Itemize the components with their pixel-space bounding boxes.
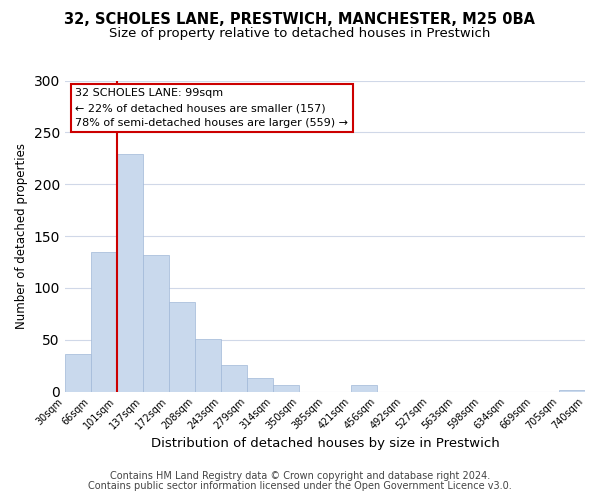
Bar <box>221 364 247 392</box>
Bar <box>91 252 117 392</box>
Bar <box>559 390 585 392</box>
Text: 32, SCHOLES LANE, PRESTWICH, MANCHESTER, M25 0BA: 32, SCHOLES LANE, PRESTWICH, MANCHESTER,… <box>65 12 536 28</box>
Bar <box>143 254 169 392</box>
Y-axis label: Number of detached properties: Number of detached properties <box>15 143 28 329</box>
Text: Size of property relative to detached houses in Prestwich: Size of property relative to detached ho… <box>109 28 491 40</box>
Bar <box>247 378 273 392</box>
Text: 32 SCHOLES LANE: 99sqm
← 22% of detached houses are smaller (157)
78% of semi-de: 32 SCHOLES LANE: 99sqm ← 22% of detached… <box>75 88 348 128</box>
Text: Contains public sector information licensed under the Open Government Licence v3: Contains public sector information licen… <box>88 481 512 491</box>
Bar <box>273 386 299 392</box>
Bar <box>195 338 221 392</box>
Bar <box>351 386 377 392</box>
Bar <box>117 154 143 392</box>
Bar <box>65 354 91 392</box>
Text: Contains HM Land Registry data © Crown copyright and database right 2024.: Contains HM Land Registry data © Crown c… <box>110 471 490 481</box>
X-axis label: Distribution of detached houses by size in Prestwich: Distribution of detached houses by size … <box>151 437 499 450</box>
Bar <box>169 302 195 392</box>
